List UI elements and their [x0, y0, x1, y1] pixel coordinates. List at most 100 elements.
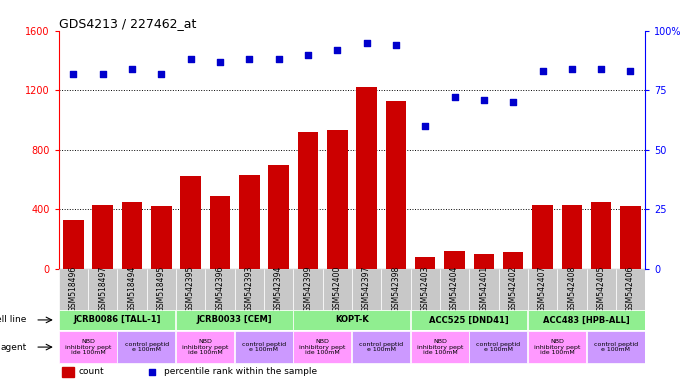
Bar: [528, 269, 558, 310]
Text: GSM542396: GSM542396: [215, 266, 224, 312]
Text: control peptid
e 100mM: control peptid e 100mM: [242, 342, 286, 352]
Bar: [356, 87, 377, 269]
Text: control peptid
e 100mM: control peptid e 100mM: [359, 342, 403, 352]
Text: GSM518495: GSM518495: [157, 266, 166, 312]
Bar: [415, 257, 435, 269]
Bar: [473, 254, 494, 269]
Text: GSM542397: GSM542397: [362, 266, 371, 312]
Point: [68, 71, 79, 77]
Bar: [352, 269, 381, 310]
Text: GSM542395: GSM542395: [186, 266, 195, 312]
Bar: [293, 269, 323, 310]
Bar: [469, 269, 499, 310]
Bar: [558, 269, 586, 310]
Bar: [180, 176, 201, 269]
Text: control peptid
e 100mM: control peptid e 100mM: [477, 342, 520, 352]
Point: [391, 42, 402, 48]
Bar: [117, 331, 175, 364]
Bar: [293, 310, 410, 330]
Text: GSM542406: GSM542406: [626, 266, 635, 312]
Bar: [176, 331, 234, 364]
Bar: [469, 331, 527, 364]
Bar: [528, 331, 586, 364]
Text: GSM542401: GSM542401: [480, 266, 489, 312]
Point: [126, 66, 137, 72]
Text: GSM518497: GSM518497: [98, 266, 107, 312]
Bar: [92, 205, 113, 269]
Bar: [440, 269, 469, 310]
Text: GSM542398: GSM542398: [391, 266, 400, 312]
Bar: [59, 269, 88, 310]
Point: [566, 66, 578, 72]
Bar: [352, 331, 410, 364]
Bar: [616, 269, 645, 310]
Text: NBD
inhibitory pept
ide 100mM: NBD inhibitory pept ide 100mM: [299, 339, 346, 355]
Bar: [386, 101, 406, 269]
Text: GSM542407: GSM542407: [538, 266, 547, 312]
Point: [185, 56, 196, 62]
Bar: [411, 310, 527, 330]
Bar: [293, 331, 351, 364]
Bar: [264, 269, 293, 310]
Text: control peptid
e 100mM: control peptid e 100mM: [594, 342, 638, 352]
Bar: [503, 252, 524, 269]
Bar: [235, 269, 264, 310]
Bar: [61, 367, 75, 377]
Bar: [591, 202, 611, 269]
Text: control peptid
e 100mM: control peptid e 100mM: [125, 342, 168, 352]
Bar: [620, 206, 641, 269]
Text: GSM542402: GSM542402: [509, 266, 518, 312]
Bar: [117, 269, 147, 310]
Text: GSM518496: GSM518496: [69, 266, 78, 312]
Point: [302, 51, 313, 58]
Point: [273, 56, 284, 62]
Text: NBD
inhibitory pept
ide 100mM: NBD inhibitory pept ide 100mM: [65, 339, 111, 355]
Text: agent: agent: [0, 343, 26, 352]
Point: [147, 369, 158, 375]
Bar: [532, 205, 553, 269]
Bar: [176, 269, 206, 310]
Point: [625, 68, 636, 74]
Point: [595, 66, 607, 72]
Text: GSM542408: GSM542408: [567, 266, 576, 312]
Point: [537, 68, 548, 74]
Bar: [499, 269, 528, 310]
Text: JCRB0086 [TALL-1]: JCRB0086 [TALL-1]: [74, 315, 161, 324]
Point: [332, 47, 343, 53]
Bar: [327, 130, 348, 269]
Bar: [235, 331, 293, 364]
Text: count: count: [78, 367, 104, 376]
Text: percentile rank within the sample: percentile rank within the sample: [164, 367, 317, 376]
Text: GSM542399: GSM542399: [304, 266, 313, 312]
Text: GSM542400: GSM542400: [333, 266, 342, 312]
Text: GSM542403: GSM542403: [421, 266, 430, 312]
Text: GSM542393: GSM542393: [245, 266, 254, 312]
Point: [244, 56, 255, 62]
Bar: [151, 206, 172, 269]
Text: KOPT-K: KOPT-K: [335, 315, 368, 324]
Text: GSM542405: GSM542405: [597, 266, 606, 312]
Text: GSM542404: GSM542404: [450, 266, 459, 312]
Bar: [323, 269, 352, 310]
Bar: [206, 269, 235, 310]
Text: ACC483 [HPB-ALL]: ACC483 [HPB-ALL]: [543, 315, 630, 324]
Text: NBD
inhibitory pept
ide 100mM: NBD inhibitory pept ide 100mM: [182, 339, 228, 355]
Text: GSM518494: GSM518494: [128, 266, 137, 312]
Bar: [210, 196, 230, 269]
Point: [508, 99, 519, 105]
Point: [361, 40, 372, 46]
Text: GDS4213 / 227462_at: GDS4213 / 227462_at: [59, 17, 196, 30]
Point: [97, 71, 108, 77]
Point: [215, 59, 226, 65]
Bar: [411, 331, 469, 364]
Text: ACC525 [DND41]: ACC525 [DND41]: [429, 315, 509, 324]
Point: [156, 71, 167, 77]
Point: [420, 123, 431, 129]
Bar: [528, 310, 644, 330]
Bar: [88, 269, 117, 310]
Point: [478, 97, 489, 103]
Bar: [121, 202, 142, 269]
Bar: [59, 310, 175, 330]
Bar: [562, 205, 582, 269]
Text: JCRB0033 [CEM]: JCRB0033 [CEM]: [197, 315, 273, 324]
